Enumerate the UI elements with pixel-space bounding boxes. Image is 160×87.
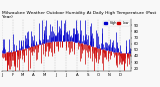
Text: Milwaukee Weather Outdoor Humidity At Daily High Temperature (Past Year): Milwaukee Weather Outdoor Humidity At Da…	[2, 11, 156, 19]
Legend: High, Low: High, Low	[103, 21, 130, 26]
